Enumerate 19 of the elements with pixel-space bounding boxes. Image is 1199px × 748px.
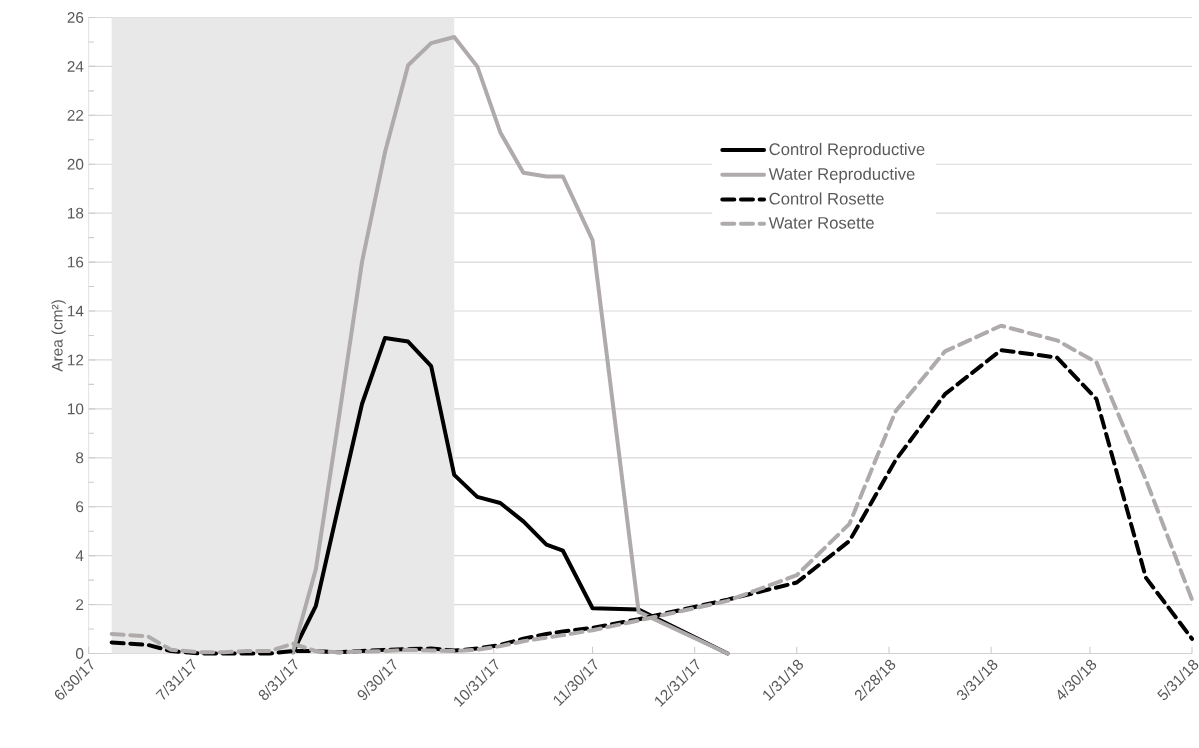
legend-label: Control Rosette xyxy=(769,192,884,205)
y-tick-label: 8 xyxy=(76,452,84,464)
y-tick-label: 6 xyxy=(76,501,84,513)
y-tick-label: 16 xyxy=(68,256,84,268)
y-tick-label: 20 xyxy=(67,158,84,170)
y-tick-label: 24 xyxy=(67,61,84,72)
legend-label: Control Reproductive xyxy=(769,142,925,159)
y-tick-label: 26 xyxy=(67,12,84,23)
y-tick-label: 2 xyxy=(76,599,84,610)
legend-label: Water Rosette xyxy=(768,217,874,229)
y-tick-label: 22 xyxy=(67,109,84,121)
y-tick-label: 0 xyxy=(75,648,84,659)
legend-label: Water Reproductive xyxy=(768,167,915,184)
y-tick-label: 10 xyxy=(68,403,84,415)
y-tick-label: 18 xyxy=(68,207,84,219)
y-tick-label: 14 xyxy=(68,305,84,317)
y-tick-label: 12 xyxy=(68,354,84,366)
y-axis-title: Area (cm²) xyxy=(51,300,66,372)
y-tick-label: 4 xyxy=(75,550,84,561)
